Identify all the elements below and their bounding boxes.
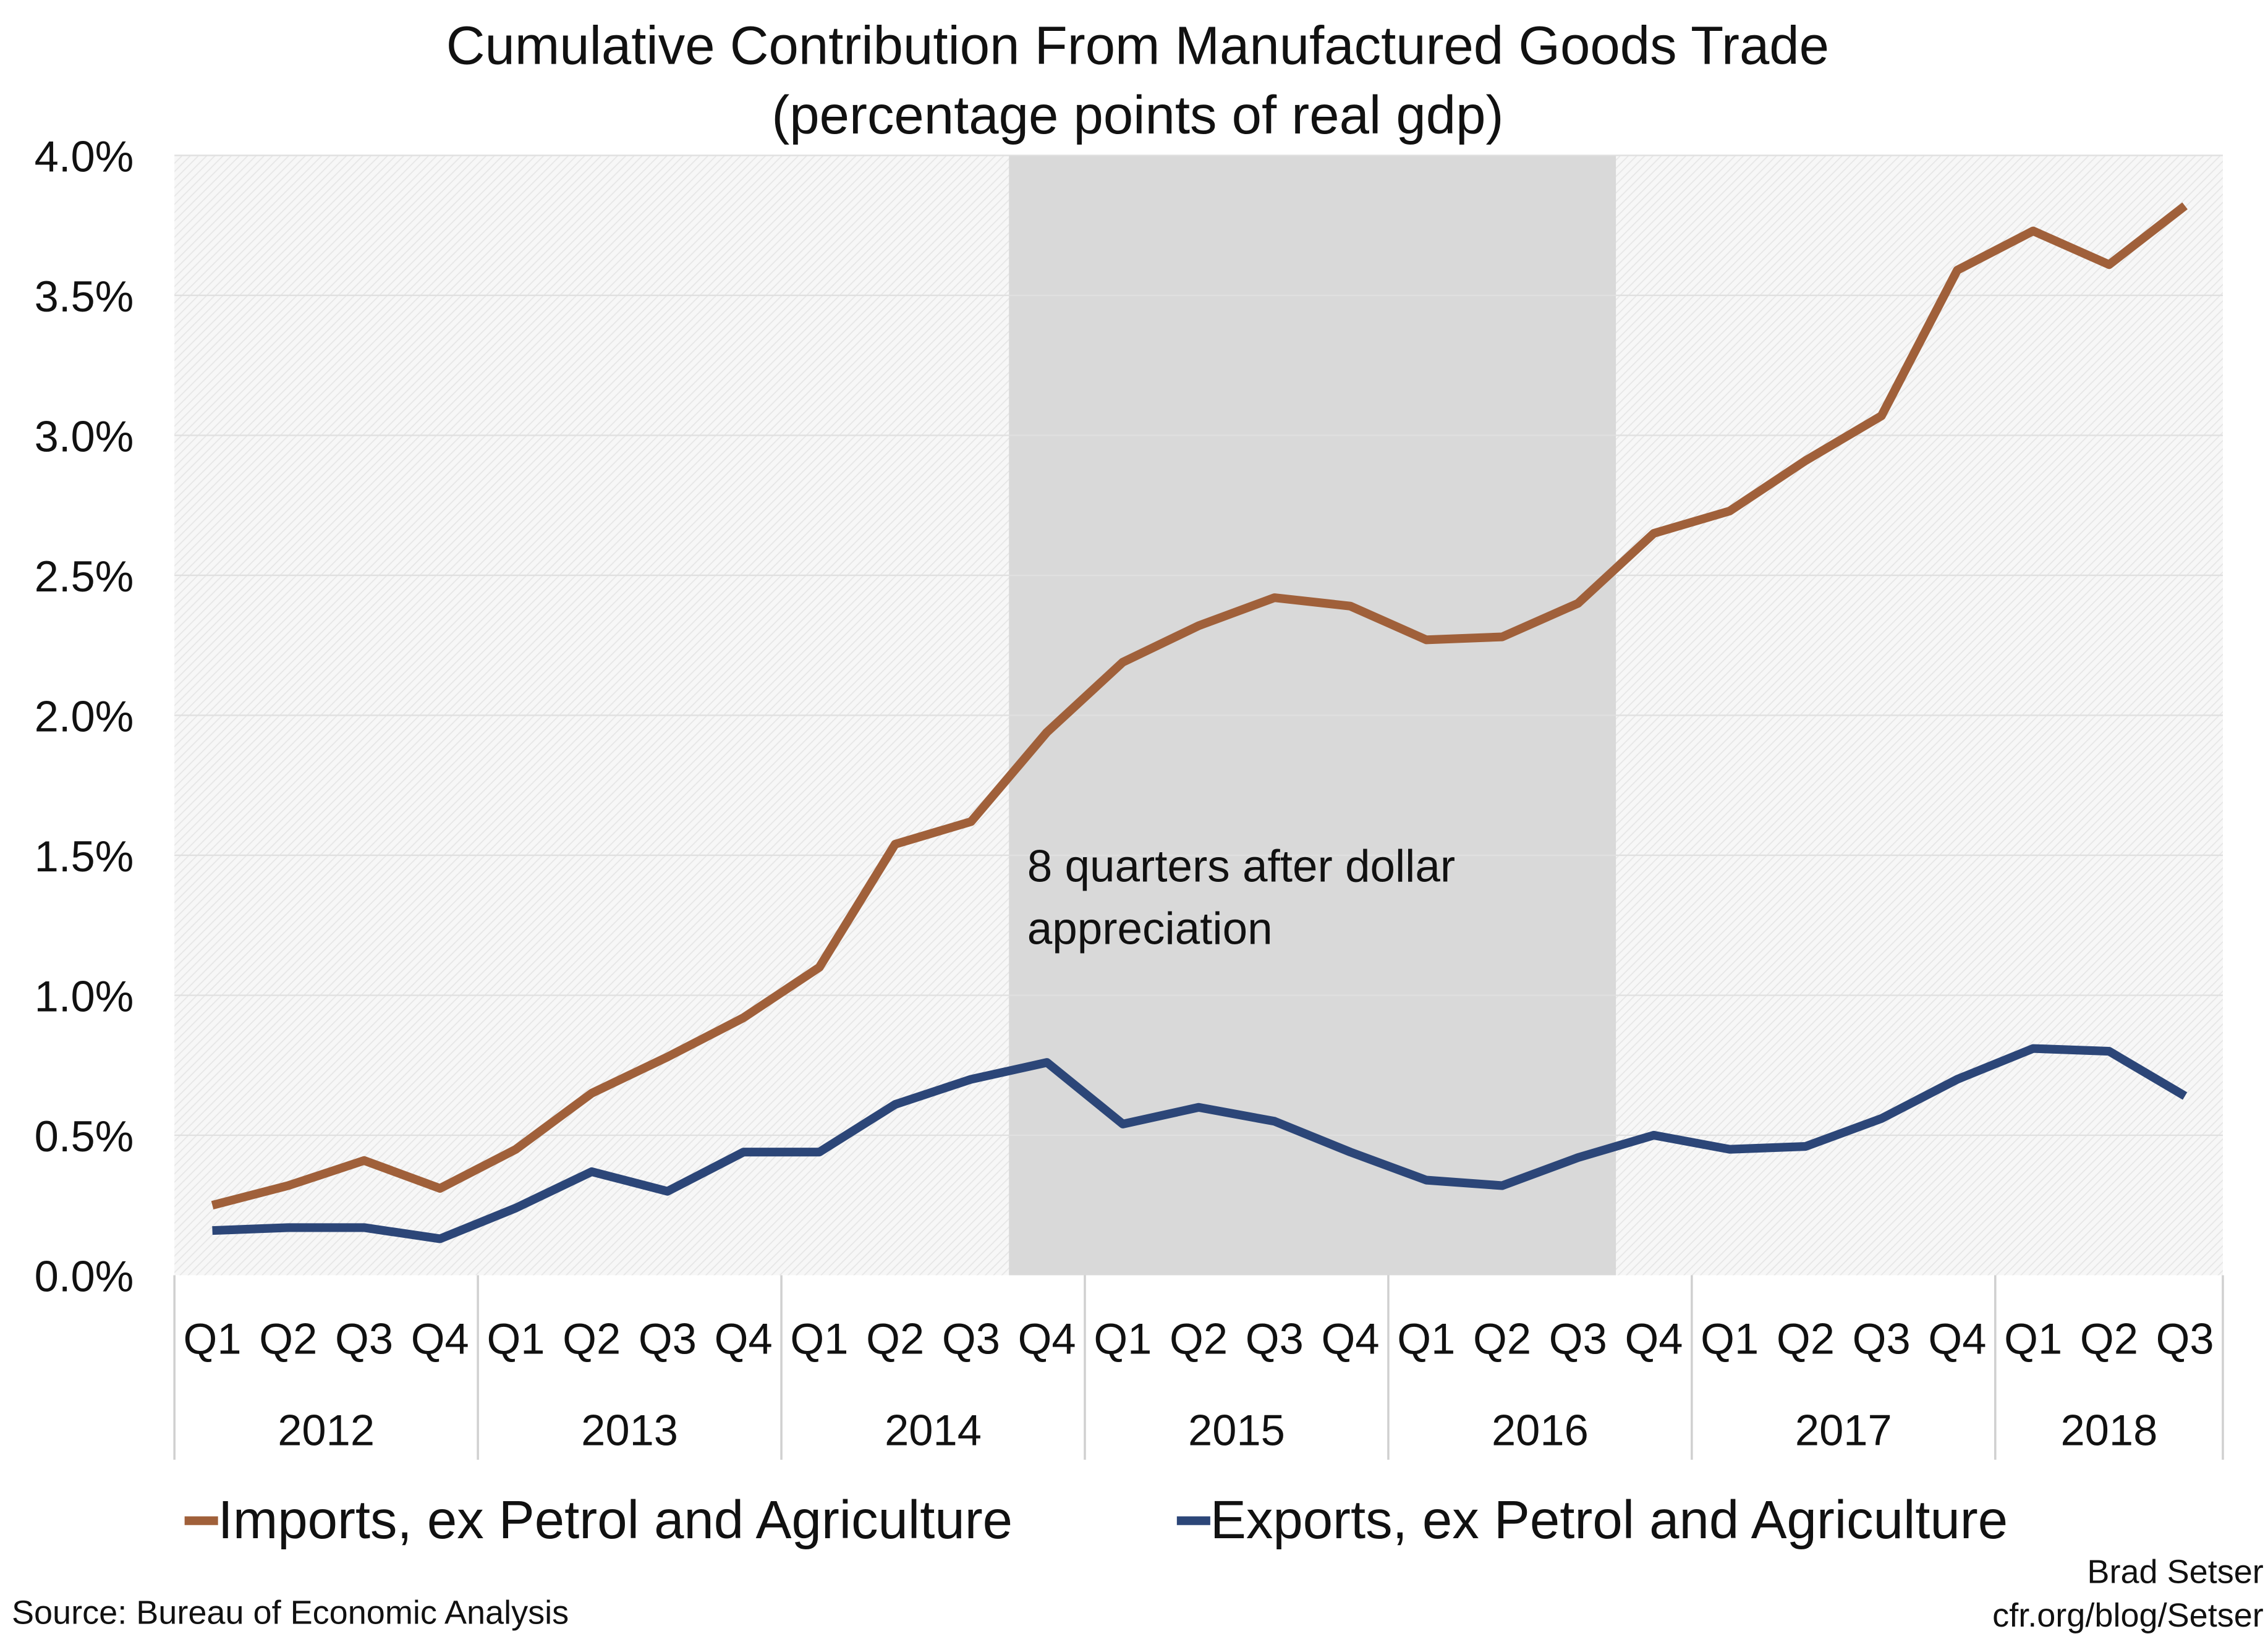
x-tick-label-quarter: Q1 xyxy=(2004,1314,2062,1363)
source-note: Source: Bureau of Economic Analysis xyxy=(12,1594,569,1632)
x-tick-label-quarter: Q1 xyxy=(1701,1314,1759,1363)
x-tick-label-quarter: Q2 xyxy=(259,1314,317,1363)
x-tick-label-quarter: Q2 xyxy=(1777,1314,1835,1363)
y-tick-label: 3.5% xyxy=(35,272,134,321)
annotation-line-2: appreciation xyxy=(1027,904,1273,954)
chart-title: Cumulative Contribution From Manufacture… xyxy=(446,15,1829,75)
y-tick-label: 2.0% xyxy=(35,692,134,740)
x-tick-label-quarter: Q2 xyxy=(1473,1314,1531,1363)
x-tick-label-year: 2015 xyxy=(1188,1405,1285,1454)
author-url: cfr.org/blog/Setser xyxy=(1992,1597,2264,1634)
x-tick-label-quarter: Q1 xyxy=(184,1314,242,1363)
x-tick-label-quarter: Q1 xyxy=(1397,1314,1455,1363)
legend-label-exports: Exports, ex Petrol and Agriculture xyxy=(1210,1490,2008,1550)
x-tick-label-year: 2017 xyxy=(1795,1405,1892,1454)
x-tick-label-quarter: Q1 xyxy=(790,1314,848,1363)
x-tick-label-quarter: Q2 xyxy=(2080,1314,2138,1363)
x-tick-label-quarter: Q3 xyxy=(1549,1314,1607,1363)
x-tick-label-quarter: Q4 xyxy=(715,1314,773,1363)
x-tick-label-quarter: Q1 xyxy=(486,1314,545,1363)
x-tick-label-quarter: Q4 xyxy=(1322,1314,1380,1363)
x-tick-label-quarter: Q4 xyxy=(1625,1314,1683,1363)
x-tick-label-quarter: Q4 xyxy=(1018,1314,1076,1363)
y-tick-label: 0.5% xyxy=(35,1112,134,1161)
x-tick-label-quarter: Q4 xyxy=(1928,1314,1986,1363)
x-tick-label-year: 2013 xyxy=(581,1405,678,1454)
y-tick-label: 1.0% xyxy=(35,972,134,1020)
x-tick-label-quarter: Q3 xyxy=(942,1314,1000,1363)
x-tick-label-quarter: Q3 xyxy=(335,1314,393,1363)
annotation-line-1: 8 quarters after dollar xyxy=(1027,842,1455,892)
x-tick-label-year: 2012 xyxy=(278,1405,375,1454)
legend: Imports, ex Petrol and Agriculture Expor… xyxy=(184,1490,2008,1550)
y-tick-label: 4.0% xyxy=(35,132,134,180)
y-tick-label: 1.5% xyxy=(35,832,134,881)
x-tick-label-quarter: Q2 xyxy=(866,1314,924,1363)
x-tick-label-year: 2014 xyxy=(885,1405,982,1454)
x-tick-label-quarter: Q3 xyxy=(639,1314,697,1363)
x-tick-label-year: 2018 xyxy=(2060,1405,2157,1454)
x-tick-label-year: 2016 xyxy=(1492,1405,1589,1454)
legend-label-imports: Imports, ex Petrol and Agriculture xyxy=(218,1490,1013,1550)
x-tick-label-quarter: Q2 xyxy=(563,1314,621,1363)
y-tick-label: 2.5% xyxy=(35,552,134,601)
x-tick-label-quarter: Q1 xyxy=(1094,1314,1152,1363)
x-tick-label-quarter: Q3 xyxy=(1246,1314,1304,1363)
chart-subtitle: (percentage points of real gdp) xyxy=(771,85,1503,145)
x-tick-label-quarter: Q4 xyxy=(411,1314,469,1363)
y-tick-label: 0.0% xyxy=(35,1251,134,1300)
y-tick-label: 3.0% xyxy=(35,412,134,460)
author-credit: Brad Setser xyxy=(2087,1554,2263,1591)
x-tick-label-quarter: Q2 xyxy=(1170,1314,1228,1363)
x-tick-label-quarter: Q3 xyxy=(2156,1314,2214,1363)
x-tick-label-quarter: Q3 xyxy=(1853,1314,1911,1363)
